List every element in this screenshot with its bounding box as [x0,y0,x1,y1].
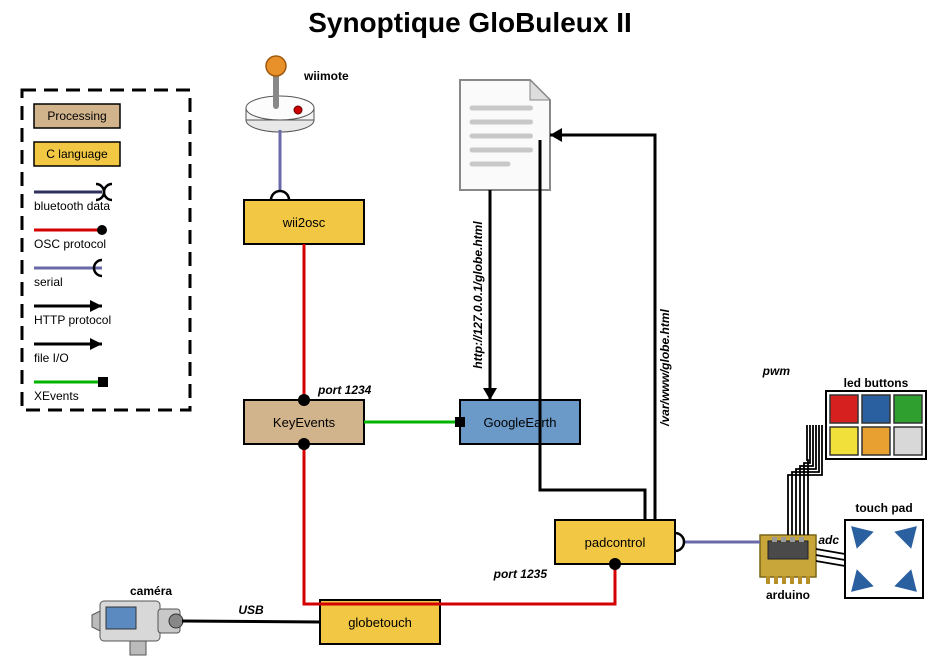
legend: Processing C language bluetooth data OSC pr… [22,90,190,410]
svg-text:bluetooth data: bluetooth data [34,199,110,213]
svg-text:file I/O: file I/O [34,351,69,365]
edge-camera-globetouch [182,621,320,622]
legend-osc: OSC protocol [34,225,107,251]
svg-text:touch pad: touch pad [855,501,912,515]
document-icon [460,80,550,190]
svg-text:globetouch: globetouch [348,615,412,630]
arduino-icon: arduino [760,535,816,602]
node-padcontrol: padcontrol [555,520,675,564]
legend-processing: Processing [34,104,120,128]
node-googleearth: GoogleEarth [460,400,580,444]
svg-text:wii2osc: wii2osc [282,215,326,230]
label-pwm: pwm [762,364,791,378]
svg-text:Processing: Processing [47,109,106,123]
svg-text:KeyEvents: KeyEvents [273,415,336,430]
legend-http: HTTP protocol [34,300,111,327]
legend-xevents: XEvents [34,377,108,403]
label-file-path: /var/www/globe.html [658,308,672,426]
edge-padcontrol-doc [540,140,645,520]
legend-bluetooth: bluetooth data [34,184,112,213]
legend-fileio: file I/O [34,338,102,365]
svg-text:OSC protocol: OSC protocol [34,237,106,251]
label-usb: USB [238,603,264,617]
camera-icon: caméra [92,584,183,655]
touchpad-icon: touch pad [845,501,923,598]
node-keyevents: KeyEvents [244,400,364,444]
label-http-url: http://127.0.0.1/globe.html [471,221,485,369]
node-globetouch: globetouch [320,600,440,644]
wiimote-icon: wiimote [246,56,349,132]
legend-serial: serial [34,260,102,289]
svg-text:serial: serial [34,275,63,289]
svg-text:XEvents: XEvents [34,389,79,403]
svg-text:caméra: caméra [130,584,172,598]
edge-arduino-touchpad [816,549,845,566]
svg-text:led buttons: led buttons [844,376,909,390]
svg-text:arduino: arduino [766,588,810,602]
edge-arduino-leds [788,425,822,535]
title: Synoptique GloBuleux II [308,7,632,38]
label-port1235: port 1235 [493,567,548,581]
legend-clang: C language [34,142,120,166]
svg-text:padcontrol: padcontrol [585,535,646,550]
node-wii2osc: wii2osc [244,200,364,244]
label-adc: adc [818,533,839,547]
led-buttons-icon: led buttons [826,376,926,459]
svg-text:HTTP protocol: HTTP protocol [34,313,111,327]
svg-text:GoogleEarth: GoogleEarth [484,415,557,430]
svg-text:wiimote: wiimote [303,69,349,83]
label-port1234: port 1234 [317,383,372,397]
svg-text:C language: C language [46,147,108,161]
